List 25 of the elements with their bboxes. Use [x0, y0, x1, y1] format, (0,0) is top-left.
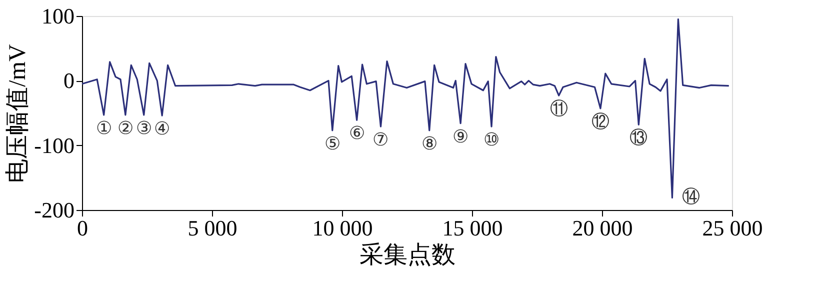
y-tick-label: 0	[64, 68, 74, 94]
annotation: ③	[136, 118, 152, 138]
x-tick-label: 25 000	[702, 216, 763, 240]
y-tick-label: 100	[42, 4, 74, 28]
annotation: ⑨	[452, 126, 469, 146]
x-tick-label: 5 000	[188, 216, 238, 240]
annotation: ⑭	[682, 186, 700, 207]
annotation: ⑧	[421, 133, 438, 154]
annotation: ⑫	[591, 111, 610, 132]
annotation: ②	[117, 118, 134, 138]
annotation: ⑪	[550, 98, 568, 119]
annotation: ⑤	[324, 133, 340, 154]
annotation: ⑬	[630, 128, 648, 148]
x-tick-label: 10 000	[312, 216, 373, 240]
y-axis-title: 电压幅值/mV	[5, 44, 32, 183]
y-tick-label: -200	[34, 198, 74, 222]
x-axis-title: 采集点数	[360, 242, 456, 268]
annotation: ⑥	[348, 123, 365, 144]
annotation: ①	[96, 118, 112, 138]
annotation: ④	[154, 118, 170, 139]
x-tick-label: 15 000	[442, 216, 503, 240]
y-tick-label: -100	[34, 132, 74, 158]
x-tick-label: 20 000	[572, 216, 633, 240]
annotation: ⑦	[372, 130, 389, 150]
annotation: ⑩	[484, 130, 500, 150]
